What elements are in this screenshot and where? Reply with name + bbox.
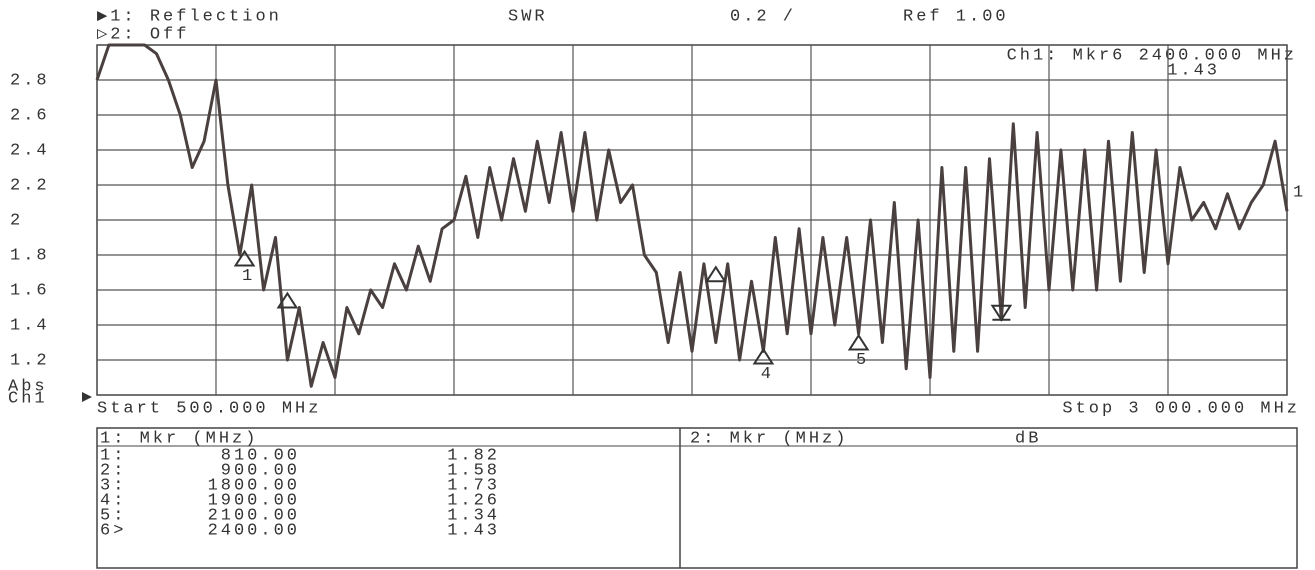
table-cell: 900.00 bbox=[221, 461, 300, 480]
table-cell: 1.73 bbox=[447, 476, 500, 495]
marker bbox=[704, 265, 727, 283]
marker-label: 5 bbox=[856, 351, 869, 370]
table-cell: 1: bbox=[100, 446, 126, 465]
marker-label: 1 bbox=[242, 267, 255, 286]
abs: Abs bbox=[8, 377, 48, 396]
table-cell: 1900.00 bbox=[208, 491, 300, 510]
table-frame bbox=[96, 427, 1298, 569]
table-cell: 1.26 bbox=[447, 491, 500, 510]
start: Start 500.000 MHz bbox=[97, 399, 321, 418]
table-cell: 2: bbox=[100, 461, 126, 480]
y-tick-label: 2.4 bbox=[10, 141, 50, 160]
y-tick-label: 2.8 bbox=[10, 71, 50, 90]
y-tick-label: 1.6 bbox=[10, 281, 50, 300]
y-tick-label: 1.2 bbox=[10, 351, 50, 370]
table1-title: 1: Mkr (MHz) bbox=[100, 429, 258, 448]
table-cell: 4: bbox=[100, 491, 126, 510]
y-tick-label: 2.6 bbox=[10, 106, 50, 125]
marker bbox=[752, 347, 775, 365]
active-value: 1.43 bbox=[1167, 61, 1220, 80]
y-tick-label: 1.8 bbox=[10, 246, 50, 265]
table-cell: 2100.00 bbox=[208, 506, 300, 525]
marker-label: 4 bbox=[761, 365, 774, 384]
trace bbox=[95, 43, 1289, 388]
marker bbox=[233, 249, 256, 267]
table-cell: 810.00 bbox=[221, 446, 300, 465]
y-tick-label: 2 bbox=[10, 211, 23, 230]
table2-title: 2: Mkr (MHz) bbox=[690, 429, 848, 448]
table-cell: 3: bbox=[100, 476, 126, 495]
format: SWR bbox=[508, 7, 548, 26]
stop: Stop 3 000.000 MHz bbox=[1062, 399, 1300, 418]
marker bbox=[990, 304, 1013, 322]
table2-unit: dB bbox=[1015, 429, 1041, 448]
table-cell: 6> bbox=[100, 521, 126, 540]
y-tick-label: 1.4 bbox=[10, 316, 50, 335]
table-cell: 2400.00 bbox=[208, 521, 300, 540]
table-cell: 1800.00 bbox=[208, 476, 300, 495]
active-marker: Ch1: Mkr6 2400.000 MHz bbox=[1007, 46, 1297, 65]
y-tick-label: 2.2 bbox=[10, 176, 50, 195]
table-cell: 5: bbox=[100, 506, 126, 525]
scale: 0.2 / bbox=[730, 7, 796, 26]
ch1: Ch1 bbox=[8, 389, 48, 408]
table-cell: 1.58 bbox=[447, 461, 500, 480]
channel1: ▶1: Reflection bbox=[97, 7, 282, 26]
ref: Ref 1.00 bbox=[903, 7, 1009, 26]
ref-pos: 1 bbox=[1293, 183, 1306, 202]
channel2: ▷2: Off bbox=[97, 25, 189, 44]
marker bbox=[276, 291, 299, 309]
table-cell: 1.43 bbox=[447, 521, 500, 540]
table-cell: 1.34 bbox=[447, 506, 500, 525]
table-cell: 1.82 bbox=[447, 446, 500, 465]
start-arrow bbox=[82, 392, 92, 402]
marker bbox=[847, 333, 870, 351]
